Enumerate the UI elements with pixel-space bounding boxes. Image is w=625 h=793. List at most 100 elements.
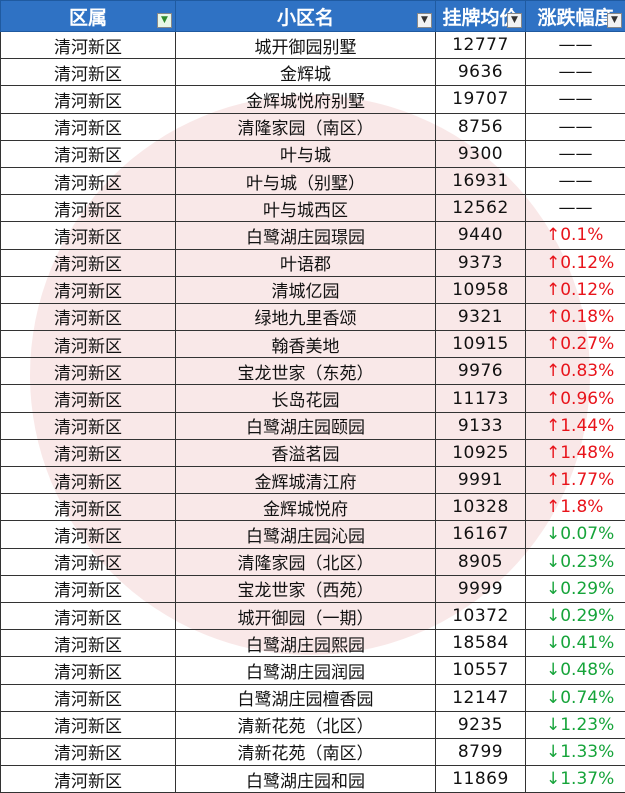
change-cell[interactable]: ↓1.37% [526, 766, 625, 793]
change-cell[interactable]: ↓0.29% [526, 602, 625, 629]
district-cell[interactable]: 清河新区 [1, 276, 176, 303]
name-cell[interactable]: 叶语郡 [176, 249, 436, 276]
price-cell[interactable]: 9373 [436, 249, 526, 276]
name-cell[interactable]: 清新花苑（北区） [176, 711, 436, 738]
price-cell[interactable]: 10328 [436, 494, 526, 521]
change-cell[interactable]: ↓1.33% [526, 738, 625, 765]
change-cell[interactable]: —— [526, 86, 625, 113]
name-cell[interactable]: 白鹭湖庄园檀香园 [176, 684, 436, 711]
price-cell[interactable]: 9235 [436, 711, 526, 738]
price-cell[interactable]: 9999 [436, 575, 526, 602]
change-cell[interactable]: —— [526, 113, 625, 140]
change-cell[interactable]: ↓0.07% [526, 521, 625, 548]
change-cell[interactable]: —— [526, 59, 625, 86]
district-cell[interactable]: 清河新区 [1, 439, 176, 466]
change-cell[interactable]: ↓0.74% [526, 684, 625, 711]
district-cell[interactable]: 清河新区 [1, 303, 176, 330]
name-cell[interactable]: 金辉城悦府 [176, 494, 436, 521]
name-cell[interactable]: 城开御园别墅 [176, 32, 436, 59]
price-cell[interactable]: 9976 [436, 358, 526, 385]
district-cell[interactable]: 清河新区 [1, 385, 176, 412]
district-cell[interactable]: 清河新区 [1, 195, 176, 222]
name-cell[interactable]: 白鹭湖庄园熙园 [176, 630, 436, 657]
filter-applied-icon[interactable]: ▼ [157, 13, 172, 28]
change-cell[interactable]: ↓0.41% [526, 630, 625, 657]
change-cell[interactable]: ↑0.12% [526, 249, 625, 276]
name-cell[interactable]: 叶与城 [176, 140, 436, 167]
column-header-name[interactable]: 小区名 ▼ [176, 1, 436, 32]
name-cell[interactable]: 清隆家园（南区） [176, 113, 436, 140]
name-cell[interactable]: 绿地九里香颂 [176, 303, 436, 330]
change-cell[interactable]: ↑1.44% [526, 412, 625, 439]
change-cell[interactable]: ↓0.29% [526, 575, 625, 602]
name-cell[interactable]: 金辉城 [176, 59, 436, 86]
price-cell[interactable]: 8905 [436, 548, 526, 575]
price-cell[interactable]: 19707 [436, 86, 526, 113]
change-cell[interactable]: ↑0.1% [526, 222, 625, 249]
price-cell[interactable]: 9133 [436, 412, 526, 439]
district-cell[interactable]: 清河新区 [1, 113, 176, 140]
district-cell[interactable]: 清河新区 [1, 521, 176, 548]
price-cell[interactable]: 9991 [436, 467, 526, 494]
district-cell[interactable]: 清河新区 [1, 657, 176, 684]
price-cell[interactable]: 8799 [436, 738, 526, 765]
change-cell[interactable]: —— [526, 140, 625, 167]
name-cell[interactable]: 清隆家园（北区） [176, 548, 436, 575]
name-cell[interactable]: 金辉城清江府 [176, 467, 436, 494]
district-cell[interactable]: 清河新区 [1, 738, 176, 765]
name-cell[interactable]: 宝龙世家（东苑） [176, 358, 436, 385]
district-cell[interactable]: 清河新区 [1, 331, 176, 358]
column-header-price[interactable]: 挂牌均价 ▼ [436, 1, 526, 32]
name-cell[interactable]: 清城亿园 [176, 276, 436, 303]
price-cell[interactable]: 10915 [436, 331, 526, 358]
district-cell[interactable]: 清河新区 [1, 630, 176, 657]
name-cell[interactable]: 叶与城西区 [176, 195, 436, 222]
district-cell[interactable]: 清河新区 [1, 467, 176, 494]
name-cell[interactable]: 城开御园（一期） [176, 602, 436, 629]
price-cell[interactable]: 11173 [436, 385, 526, 412]
price-cell[interactable]: 12777 [436, 32, 526, 59]
district-cell[interactable]: 清河新区 [1, 684, 176, 711]
district-cell[interactable]: 清河新区 [1, 86, 176, 113]
district-cell[interactable]: 清河新区 [1, 32, 176, 59]
district-cell[interactable]: 清河新区 [1, 140, 176, 167]
name-cell[interactable]: 白鹭湖庄园颐园 [176, 412, 436, 439]
name-cell[interactable]: 叶与城（别墅） [176, 167, 436, 194]
price-cell[interactable]: 9300 [436, 140, 526, 167]
district-cell[interactable]: 清河新区 [1, 222, 176, 249]
price-cell[interactable]: 16931 [436, 167, 526, 194]
name-cell[interactable]: 长岛花园 [176, 385, 436, 412]
change-cell[interactable]: —— [526, 32, 625, 59]
dropdown-arrow-icon[interactable]: ▼ [507, 13, 522, 28]
dropdown-arrow-icon[interactable]: ▼ [417, 13, 432, 28]
price-cell[interactable]: 18584 [436, 630, 526, 657]
change-cell[interactable]: ↓0.23% [526, 548, 625, 575]
change-cell[interactable]: ↑1.48% [526, 439, 625, 466]
price-cell[interactable]: 16167 [436, 521, 526, 548]
price-cell[interactable]: 8756 [436, 113, 526, 140]
column-header-change[interactable]: 涨跌幅度 ▼ [526, 1, 625, 32]
district-cell[interactable]: 清河新区 [1, 59, 176, 86]
price-cell[interactable]: 9636 [436, 59, 526, 86]
district-cell[interactable]: 清河新区 [1, 249, 176, 276]
name-cell[interactable]: 宝龙世家（西苑） [176, 575, 436, 602]
change-cell[interactable]: ↓1.23% [526, 711, 625, 738]
change-cell[interactable]: ↑0.96% [526, 385, 625, 412]
district-cell[interactable]: 清河新区 [1, 602, 176, 629]
price-cell[interactable]: 10372 [436, 602, 526, 629]
district-cell[interactable]: 清河新区 [1, 412, 176, 439]
price-cell[interactable]: 12147 [436, 684, 526, 711]
name-cell[interactable]: 白鹭湖庄园润园 [176, 657, 436, 684]
change-cell[interactable]: ↑1.8% [526, 494, 625, 521]
change-cell[interactable]: —— [526, 167, 625, 194]
district-cell[interactable]: 清河新区 [1, 766, 176, 793]
price-cell[interactable]: 9321 [436, 303, 526, 330]
change-cell[interactable]: ↑0.83% [526, 358, 625, 385]
price-cell[interactable]: 10557 [436, 657, 526, 684]
change-cell[interactable]: ↑0.27% [526, 331, 625, 358]
change-cell[interactable]: —— [526, 195, 625, 222]
name-cell[interactable]: 香溢茗园 [176, 439, 436, 466]
price-cell[interactable]: 10925 [436, 439, 526, 466]
name-cell[interactable]: 白鹭湖庄园沁园 [176, 521, 436, 548]
district-cell[interactable]: 清河新区 [1, 575, 176, 602]
